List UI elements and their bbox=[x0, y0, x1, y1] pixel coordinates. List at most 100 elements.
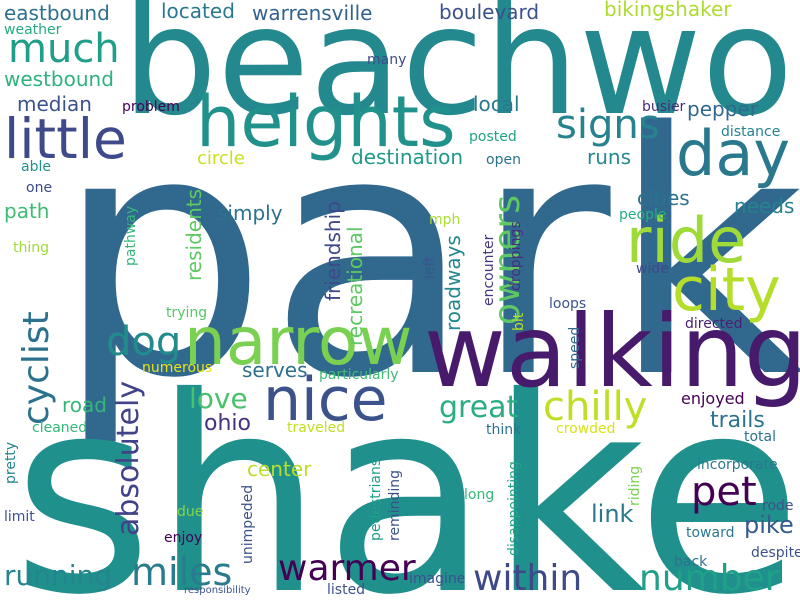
word: warmer bbox=[278, 548, 416, 589]
word: directed bbox=[685, 316, 743, 332]
word: city bbox=[672, 255, 781, 325]
word: traveled bbox=[287, 420, 345, 436]
word: disappointing bbox=[506, 461, 522, 556]
word: center bbox=[247, 457, 312, 481]
word: responsibility bbox=[184, 585, 251, 596]
word: day bbox=[676, 117, 790, 190]
word: absolutely bbox=[111, 381, 146, 536]
word: dog bbox=[106, 319, 181, 365]
word: miles bbox=[131, 550, 232, 594]
word: rode bbox=[762, 498, 794, 514]
word: nice bbox=[263, 365, 388, 435]
word: beachwood bbox=[122, 0, 800, 149]
word: enjoy bbox=[164, 530, 202, 546]
word: bikingshaker bbox=[604, 0, 732, 21]
word: running bbox=[4, 559, 112, 592]
word: pepper bbox=[687, 97, 759, 121]
word: recreational bbox=[343, 226, 367, 346]
word: speed bbox=[567, 327, 583, 369]
word: shaker bbox=[12, 339, 800, 600]
word: link bbox=[591, 500, 634, 528]
word: simply bbox=[217, 201, 283, 225]
word: westbound bbox=[4, 67, 114, 91]
word: boulevard bbox=[439, 0, 539, 24]
word: located bbox=[161, 0, 235, 23]
word: left bbox=[422, 256, 438, 279]
word: needs bbox=[734, 194, 794, 218]
word: ohio bbox=[204, 411, 251, 436]
word: riding bbox=[627, 466, 643, 506]
word: problem bbox=[122, 99, 180, 115]
word: cities bbox=[637, 186, 690, 210]
word: wide bbox=[636, 261, 669, 277]
word: mph bbox=[429, 212, 460, 228]
word: crowded bbox=[556, 421, 616, 437]
word: particularly bbox=[319, 367, 399, 383]
word: roadways bbox=[441, 235, 465, 331]
word: one bbox=[26, 180, 52, 196]
word: love bbox=[189, 382, 248, 415]
word: trails bbox=[710, 408, 765, 433]
word: think bbox=[486, 422, 522, 438]
word: back bbox=[674, 554, 708, 570]
word: circle bbox=[197, 148, 245, 169]
word: thing bbox=[13, 240, 49, 256]
word: friendship bbox=[321, 201, 345, 301]
word: number bbox=[639, 558, 780, 599]
word: despite bbox=[751, 545, 800, 561]
word: encounter bbox=[481, 234, 497, 306]
word: serves bbox=[242, 358, 308, 382]
word: loops bbox=[549, 296, 586, 312]
word: pathway bbox=[123, 206, 139, 266]
word: limit bbox=[4, 509, 35, 525]
word: people bbox=[619, 207, 666, 223]
word: owners bbox=[487, 195, 528, 325]
word: residents bbox=[182, 189, 206, 281]
word: distance bbox=[721, 124, 780, 140]
word: median bbox=[17, 92, 92, 116]
word: eastbound bbox=[4, 1, 110, 25]
word: walking bbox=[424, 293, 800, 410]
word: open bbox=[486, 152, 521, 168]
word: great bbox=[439, 390, 519, 425]
word: warrensville bbox=[252, 1, 372, 25]
word: bit bbox=[511, 312, 527, 331]
word: much bbox=[8, 26, 120, 72]
word: pike bbox=[744, 511, 794, 539]
word: path bbox=[4, 199, 49, 223]
word: narrow bbox=[184, 303, 412, 380]
word: weather bbox=[4, 22, 62, 38]
word: enjoyed bbox=[681, 389, 745, 408]
word: heights bbox=[196, 81, 456, 163]
word: posted bbox=[469, 129, 517, 145]
word: trying bbox=[166, 305, 207, 321]
word: unimpeded bbox=[240, 485, 256, 564]
word: ride bbox=[626, 204, 746, 277]
word: droppings bbox=[508, 221, 524, 291]
word: pedestrians bbox=[368, 459, 384, 541]
word: pretty bbox=[3, 442, 19, 484]
word: incorporate bbox=[697, 457, 778, 473]
word: little bbox=[4, 107, 127, 171]
word: listed bbox=[327, 582, 365, 598]
word: able bbox=[21, 159, 51, 175]
word: imagine bbox=[409, 571, 465, 587]
word: due bbox=[177, 504, 203, 520]
word: cyclist bbox=[16, 311, 57, 425]
word: runs bbox=[587, 145, 631, 169]
word: many bbox=[367, 52, 406, 68]
word: toward bbox=[686, 525, 734, 541]
word: pet bbox=[691, 469, 757, 515]
word: destination bbox=[351, 145, 463, 169]
word: reminding bbox=[387, 470, 403, 541]
word: cleaned bbox=[32, 420, 87, 436]
word: within bbox=[473, 558, 582, 599]
word: numerous bbox=[142, 360, 212, 376]
word: total bbox=[744, 429, 776, 445]
word: busier bbox=[642, 99, 686, 115]
word: long bbox=[464, 487, 494, 503]
word: park bbox=[55, 62, 800, 452]
word: local bbox=[473, 92, 520, 116]
